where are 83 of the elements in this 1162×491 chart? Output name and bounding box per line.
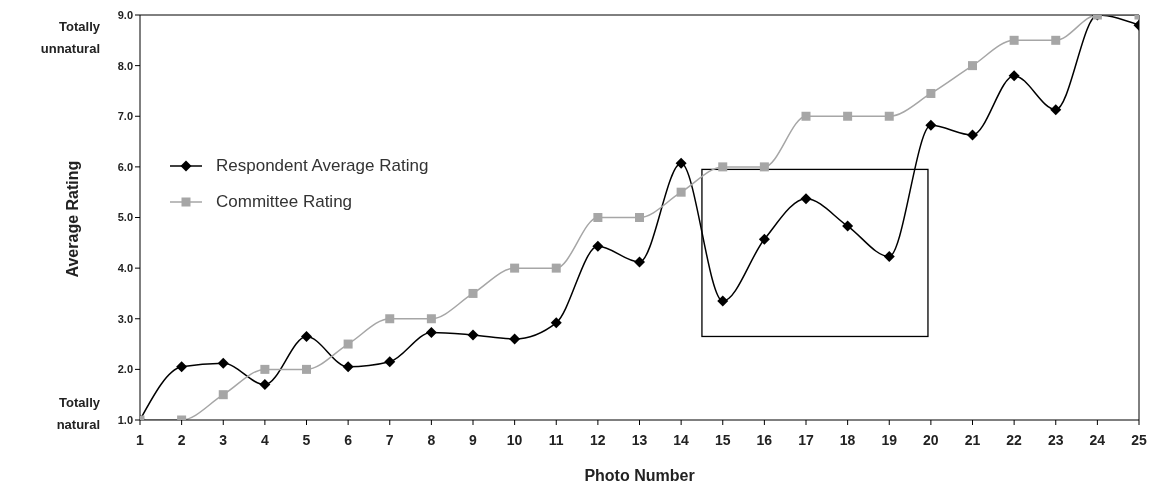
point — [217, 357, 229, 369]
point — [842, 220, 854, 232]
point — [968, 61, 977, 71]
x-tick-label: 3 — [219, 431, 228, 448]
legend-label: Respondent Average Rating — [216, 156, 429, 176]
y-tick-label: 7.0 — [117, 110, 133, 123]
point — [301, 330, 312, 342]
x-tick-label: 24 — [1089, 431, 1106, 448]
y-tick-label: 3.0 — [117, 312, 133, 325]
y-tick-label: 6.0 — [117, 160, 133, 173]
point — [468, 288, 478, 298]
text: Totally unnatural — [39, 18, 100, 58]
point — [384, 356, 396, 368]
point — [176, 361, 188, 373]
point — [925, 119, 937, 131]
y-tick-label: 9.0 — [117, 8, 133, 21]
point — [218, 390, 228, 400]
y-tick-label: 5.0 — [117, 211, 133, 224]
point — [758, 233, 770, 245]
point — [593, 213, 603, 222]
point — [550, 317, 562, 329]
point — [343, 339, 353, 349]
x-tick-label: 12 — [590, 431, 606, 448]
x-tick-label: 20 — [923, 431, 939, 448]
x-tick-label: 1 — [136, 431, 145, 448]
y-tick-label: 8.0 — [117, 59, 133, 72]
point — [718, 162, 728, 172]
point — [1009, 35, 1019, 45]
x-tick-label: 6 — [344, 431, 353, 448]
point — [676, 187, 686, 197]
point — [426, 314, 436, 324]
x-tick-label: 8 — [427, 431, 436, 448]
point — [1051, 35, 1061, 45]
point — [967, 129, 978, 141]
x-tick-label: 11 — [548, 431, 564, 448]
x-tick-label: 14 — [673, 431, 690, 448]
point — [1008, 70, 1020, 82]
x-tick-label: 4 — [260, 431, 269, 448]
point — [635, 213, 644, 222]
point — [467, 329, 479, 341]
point — [510, 263, 520, 273]
point — [551, 263, 561, 273]
point — [926, 88, 936, 98]
y-tick-label: 2.0 — [117, 363, 133, 376]
x-tick-label: 22 — [1006, 431, 1023, 448]
x-tick-label: 10 — [506, 431, 523, 448]
point — [260, 364, 270, 374]
x-axis-title: Photo Number — [584, 467, 695, 484]
x-tick-label: 21 — [964, 431, 981, 448]
x-tick-label: 23 — [1047, 431, 1064, 448]
point — [634, 256, 645, 268]
legend-label: Committee Rating — [216, 192, 353, 212]
point — [800, 193, 812, 205]
point — [1050, 104, 1062, 116]
point — [843, 111, 853, 121]
y-tick-label: 1.0 — [117, 413, 133, 426]
x-tick-label: 16 — [756, 431, 773, 448]
x-tick-label: 5 — [302, 431, 311, 448]
x-tick-label: 19 — [881, 431, 898, 448]
point — [342, 361, 354, 373]
point — [385, 314, 395, 324]
point — [759, 162, 769, 172]
text: Totally natural — [55, 394, 100, 434]
x-tick-label: 15 — [714, 431, 731, 448]
point — [717, 295, 729, 307]
point — [509, 333, 521, 345]
point — [884, 111, 894, 121]
x-tick-label: 25 — [1131, 431, 1147, 448]
x-tick-label: 7 — [385, 431, 394, 448]
point — [259, 379, 271, 391]
point — [302, 364, 311, 374]
point — [801, 111, 811, 121]
x-tick-label: 18 — [839, 431, 856, 448]
y-tick-label: 4.0 — [117, 262, 133, 275]
point — [425, 326, 437, 338]
x-tick-label: 17 — [798, 431, 814, 448]
x-tick-label: 13 — [631, 431, 648, 448]
point — [592, 240, 604, 252]
point — [883, 250, 895, 262]
y-axis-title: Average Rating — [63, 160, 81, 278]
point — [675, 157, 687, 169]
x-tick-label: 2 — [177, 431, 186, 448]
x-tick-label: 9 — [469, 431, 478, 448]
